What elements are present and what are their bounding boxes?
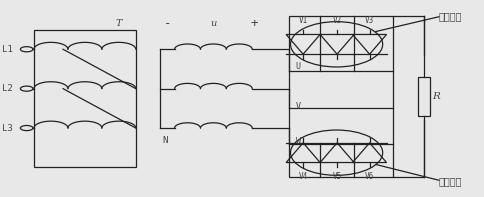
Text: 共阴极组: 共阴极组	[438, 11, 461, 21]
Text: T: T	[115, 19, 122, 28]
Text: V6: V6	[364, 172, 374, 181]
Text: R: R	[432, 92, 439, 101]
Bar	[34, 30, 136, 167]
Text: +: +	[250, 17, 258, 30]
Text: V1: V1	[298, 16, 307, 25]
Text: W: W	[295, 137, 300, 146]
Text: L2: L2	[2, 84, 13, 93]
Text: 共阳极组: 共阳极组	[438, 176, 461, 186]
Text: L1: L1	[2, 45, 13, 54]
Text: -: -	[163, 17, 171, 30]
Bar	[288, 16, 392, 177]
Text: L3: L3	[2, 124, 13, 133]
Text: V3: V3	[364, 16, 374, 25]
Text: N: N	[162, 136, 167, 145]
Text: V: V	[295, 102, 300, 111]
Text: U: U	[295, 62, 300, 72]
Text: u: u	[210, 19, 216, 28]
Text: V5: V5	[332, 172, 341, 181]
Bar	[417, 77, 430, 116]
Text: V2: V2	[332, 16, 341, 25]
Text: V4: V4	[298, 172, 307, 181]
